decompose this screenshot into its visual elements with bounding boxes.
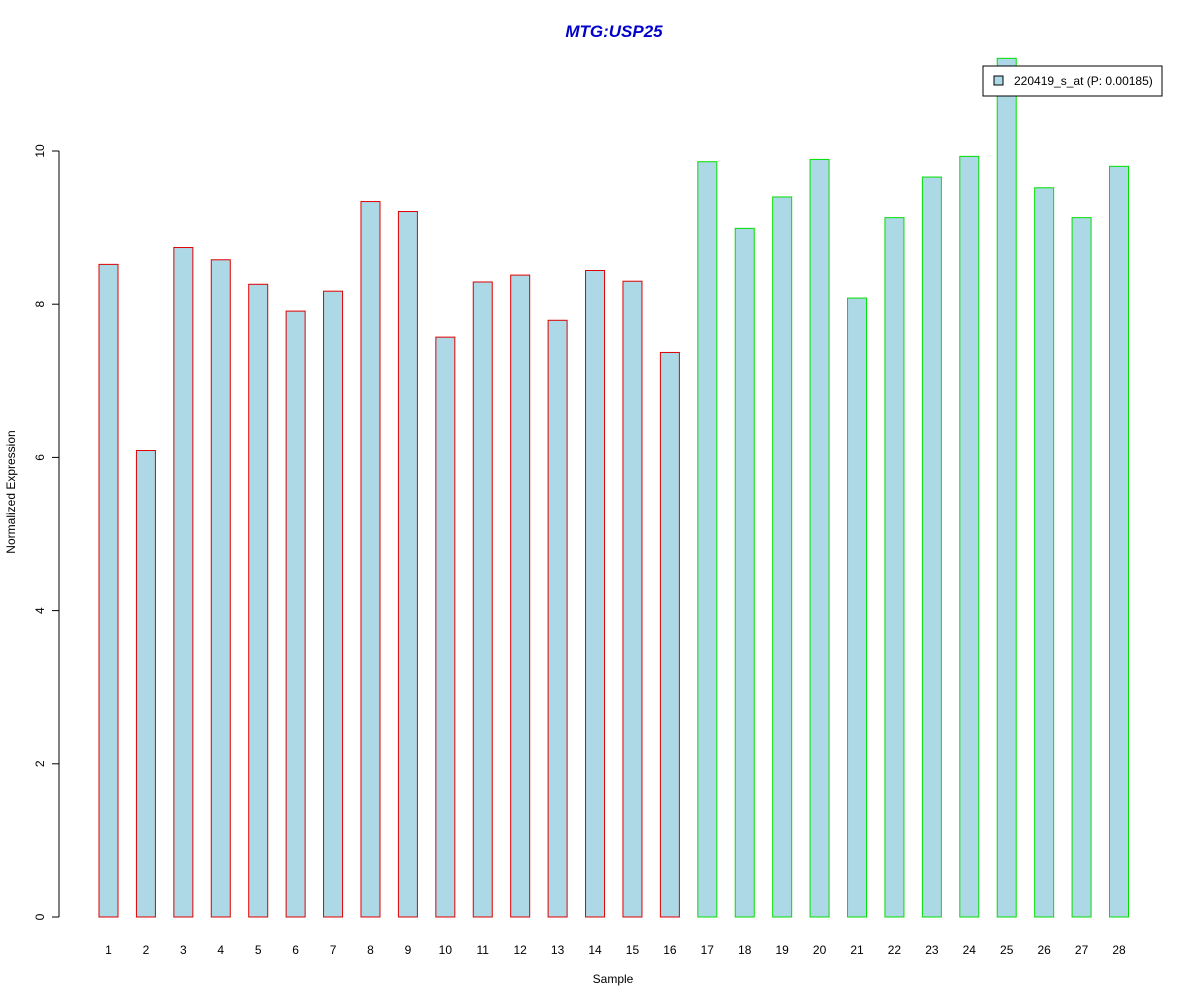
- bar-sample-6: [285, 310, 306, 918]
- x-axis-tick-label: 16: [663, 943, 677, 957]
- y-axis-tick-label: 8: [33, 301, 47, 308]
- x-axis-tick-label: 3: [180, 943, 187, 957]
- bar-sample-13: [547, 319, 568, 918]
- x-axis-tick-label: 7: [330, 943, 337, 957]
- x-axis-label: Sample: [593, 972, 634, 986]
- bar-sample-18: [734, 227, 755, 918]
- bar-sample-15: [622, 280, 643, 918]
- x-axis-tick-label: 26: [1037, 943, 1051, 957]
- x-axis-tick-label: 4: [217, 943, 224, 957]
- x-axis-tick-label: 23: [925, 943, 939, 957]
- x-axis-tick-label: 24: [963, 943, 977, 957]
- legend-label: 220419_s_at (P: 0.00185): [1014, 74, 1153, 88]
- x-axis-tick-label: 11: [477, 943, 490, 957]
- bar-sample-27: [1071, 217, 1092, 918]
- bar-sample-24: [959, 155, 980, 918]
- x-axis-tick-label: 27: [1075, 943, 1089, 957]
- x-axis-tick-label: 15: [626, 943, 640, 957]
- y-axis-tick-label: 10: [33, 144, 47, 158]
- x-axis-tick-label: 12: [514, 943, 528, 957]
- bar-sample-9: [397, 211, 418, 918]
- bar-sample-16: [659, 351, 680, 918]
- bar-sample-19: [772, 196, 793, 918]
- x-axis-tick-label: 17: [701, 943, 715, 957]
- x-axis-tick-label: 18: [738, 943, 752, 957]
- legend-swatch: [993, 75, 1004, 86]
- bar-sample-8: [360, 201, 381, 918]
- bar-sample-3: [173, 247, 194, 918]
- x-axis-tick-label: 14: [588, 943, 602, 957]
- x-axis-tick-label: 13: [551, 943, 565, 957]
- bar-sample-26: [1034, 187, 1055, 918]
- y-axis-tick-label: 2: [33, 760, 47, 767]
- bar-sample-2: [135, 450, 156, 918]
- bar-sample-4: [210, 259, 231, 918]
- bar-sample-28: [1109, 165, 1129, 918]
- x-axis-tick-label: 21: [850, 943, 864, 957]
- bar-sample-22: [884, 217, 905, 918]
- x-axis-tick-label: 19: [775, 943, 789, 957]
- bar-sample-1: [98, 263, 119, 918]
- x-axis-tick-label: 28: [1112, 943, 1126, 957]
- bar-sample-12: [510, 274, 531, 918]
- y-axis-tick-label: 6: [33, 454, 47, 461]
- bar-sample-20: [809, 158, 830, 918]
- chart-title: MTG:USP25: [565, 22, 663, 41]
- x-axis-tick-label: 2: [143, 943, 150, 957]
- bar-sample-25: [996, 57, 1017, 918]
- x-axis-tick-label: 8: [367, 943, 374, 957]
- legend: 220419_s_at (P: 0.00185): [982, 65, 1163, 97]
- x-axis-tick-label: 20: [813, 943, 827, 957]
- bar-sample-5: [248, 283, 269, 918]
- x-axis-tick-label: 25: [1000, 943, 1014, 957]
- x-axis-tick-labels: 1 2 3 4 5 6 7 8 9 10 11 12 13 14 15 16 17 18 19 20 21 22 23 24 2…: [105, 943, 1126, 957]
- bar-sample-21: [847, 297, 868, 918]
- y-axis-label: Normalized Expression: [4, 430, 18, 553]
- x-axis-tick-label: 1: [105, 943, 112, 957]
- x-axis-tick-label: 10: [439, 943, 453, 957]
- x-axis-tick-label: 5: [255, 943, 262, 957]
- bar-sample-7: [323, 290, 344, 918]
- y-axis-tick-label: 0: [33, 913, 47, 920]
- y-axis-tick-label: 4: [33, 607, 47, 614]
- bar-sample-23: [921, 176, 942, 918]
- x-axis-tick-label: 22: [888, 943, 902, 957]
- x-axis-tick-label: 6: [292, 943, 299, 957]
- y-axis: 0 2 4 6 8 10: [33, 144, 60, 920]
- legend-box: [982, 65, 1163, 97]
- bar-sample-17: [697, 161, 718, 918]
- bar-sample-14: [585, 269, 606, 918]
- bars: [98, 57, 1129, 918]
- bar-sample-10: [435, 336, 456, 918]
- bar-sample-11: [472, 281, 493, 918]
- x-axis-tick-label: 9: [405, 943, 412, 957]
